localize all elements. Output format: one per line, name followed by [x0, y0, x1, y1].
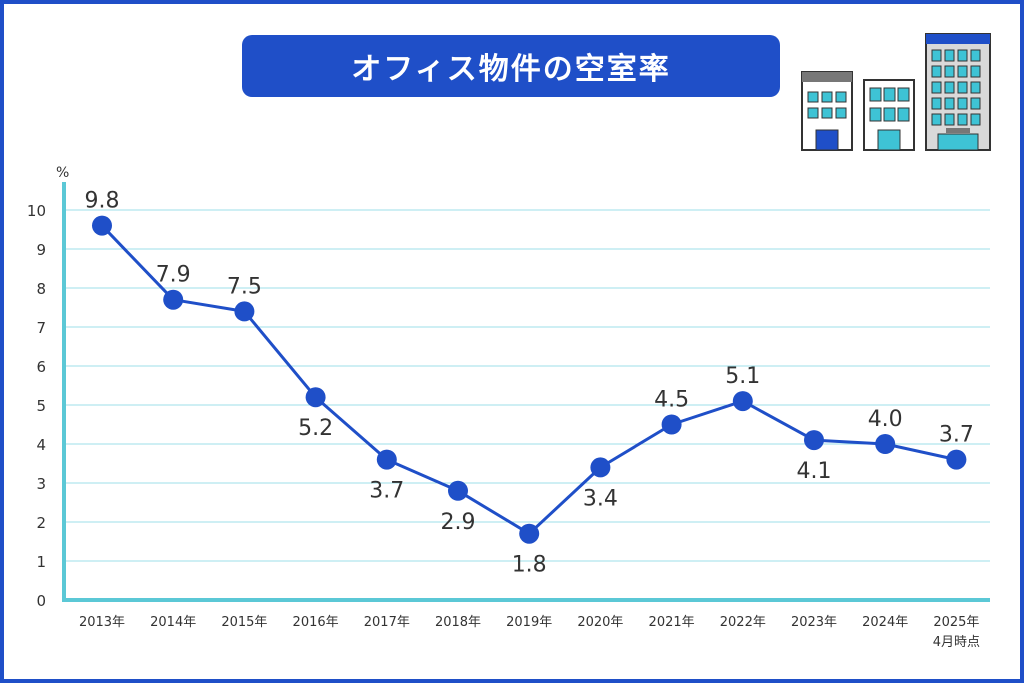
y-tick-label: 7: [36, 319, 46, 337]
y-unit-label: %: [56, 165, 69, 181]
data-label: 3.7: [939, 423, 974, 448]
y-tick-label: 4: [36, 436, 46, 454]
y-tick-label: 2: [36, 514, 46, 532]
data-point: [875, 434, 896, 454]
small-building-icon: [801, 71, 853, 151]
x-tick-label: 2018年: [435, 615, 481, 630]
data-point: [590, 457, 611, 478]
y-tick-label: 8: [36, 280, 46, 298]
y-tick-label: 0: [36, 592, 46, 610]
chart-title: オフィス物件の空室率: [351, 52, 671, 87]
x-tick-label: 2017年: [364, 615, 410, 630]
x-tick-label: 2019年: [506, 615, 552, 630]
data-point: [732, 391, 753, 412]
x-tick-label: 2013年: [79, 615, 125, 630]
medium-building-icon: [863, 79, 915, 151]
data-label: 9.8: [85, 189, 120, 214]
data-point: [376, 449, 397, 470]
data-label: 7.5: [227, 274, 262, 299]
x-tick-label: 2025年: [933, 615, 979, 630]
y-tick-label: 10: [27, 202, 46, 220]
tall-building-icon: [925, 33, 991, 151]
data-label: 3.7: [369, 479, 404, 504]
x-tick-label: 2020年: [577, 615, 623, 630]
x-tick-label: 2023年: [791, 615, 837, 630]
y-tick-label: 9: [36, 241, 46, 259]
data-point: [661, 414, 682, 435]
data-point: [448, 480, 468, 501]
data-label: 4.1: [797, 459, 832, 484]
y-tick-label: 6: [36, 358, 46, 376]
x-tick-label: 2014年: [150, 615, 196, 630]
data-point: [163, 289, 184, 310]
data-point: [305, 387, 326, 408]
data-label: 1.8: [512, 553, 547, 578]
x-tick-label: 2024年: [862, 615, 908, 630]
y-tick-label: 5: [36, 397, 46, 415]
data-point: [804, 430, 824, 451]
y-tick-label: 1: [36, 553, 46, 571]
buildings-illustration: [801, 33, 991, 151]
data-label: 4.5: [654, 388, 689, 413]
data-point: [946, 449, 967, 470]
series-line: [100, 224, 957, 536]
data-point: [519, 523, 540, 544]
x-tick-label: 2016年: [293, 615, 339, 630]
x-tick-note: 4月時点: [933, 635, 980, 650]
data-point: [92, 215, 112, 236]
data-label: 2.9: [441, 510, 476, 535]
x-tick-label: 2022年: [720, 615, 766, 630]
x-tick-label: 2021年: [649, 615, 695, 630]
data-point: [234, 301, 255, 322]
data-label: 5.1: [725, 364, 760, 389]
data-label: 5.2: [298, 416, 333, 441]
data-label: 7.9: [156, 263, 191, 288]
x-tick-label: 2015年: [221, 615, 267, 630]
title-banner: オフィス物件の空室率: [242, 35, 780, 97]
data-label: 4.0: [868, 407, 903, 432]
data-label: 3.4: [583, 486, 618, 511]
y-tick-label: 3: [36, 475, 46, 493]
